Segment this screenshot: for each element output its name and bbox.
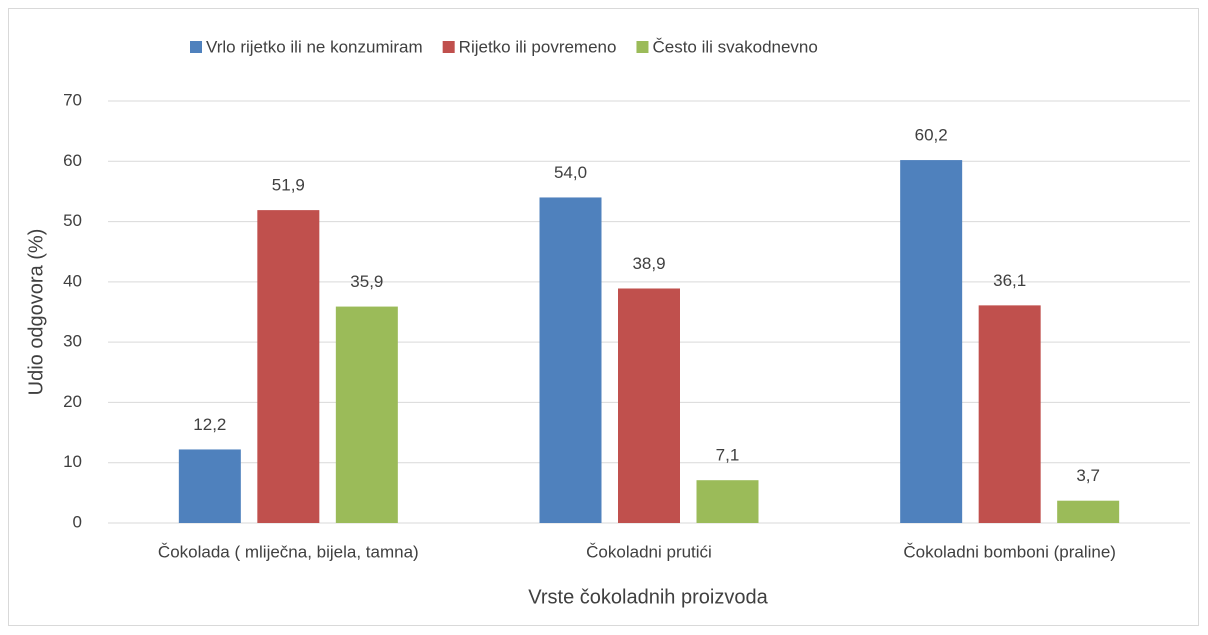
x-tick-label: Čokolada ( mliječna, bijela, tamna)	[158, 542, 419, 561]
value-label: 60,2	[915, 126, 948, 145]
x-tick-label: Čokoladni bomboni (praline)	[903, 542, 1116, 561]
bar	[1057, 500, 1120, 523]
value-label: 12,2	[193, 415, 226, 434]
y-tick-label: 70	[63, 90, 82, 109]
bar	[335, 306, 398, 523]
y-tick-label: 50	[63, 211, 82, 230]
y-tick-label: 60	[63, 151, 82, 170]
legend-swatch	[442, 41, 455, 53]
bar	[539, 197, 602, 523]
legend-label: Često ili svakodnevno	[652, 37, 817, 56]
legend-swatch	[190, 41, 202, 53]
value-label: 3,7	[1076, 466, 1100, 485]
y-tick-label: 20	[63, 392, 82, 411]
bar	[178, 449, 241, 523]
x-tick-label: Čokoladni prutići	[586, 542, 712, 561]
bar	[257, 210, 320, 524]
legend-label: Rijetko ili povremeno	[459, 37, 617, 56]
x-axis-title: Vrste čokoladnih proizvoda	[528, 586, 768, 608]
value-label: 35,9	[350, 272, 383, 291]
legend-label: Vrlo rijetko ili ne konzumiram	[206, 37, 423, 56]
y-tick-label: 10	[63, 452, 82, 471]
bar	[618, 288, 680, 523]
bar	[696, 480, 759, 523]
legend-swatch	[636, 41, 649, 53]
value-label: 7,1	[716, 446, 740, 465]
y-tick-label: 40	[63, 271, 82, 290]
value-label: 51,9	[272, 176, 305, 195]
y-tick-label: 0	[73, 512, 82, 531]
bar	[978, 305, 1041, 523]
y-axis-title: Udio odgovora (%)	[25, 229, 47, 396]
value-label: 38,9	[632, 254, 665, 273]
y-tick-label: 30	[63, 332, 82, 351]
bar	[900, 160, 963, 523]
value-label: 36,1	[993, 271, 1026, 290]
value-label: 54,0	[554, 163, 587, 182]
